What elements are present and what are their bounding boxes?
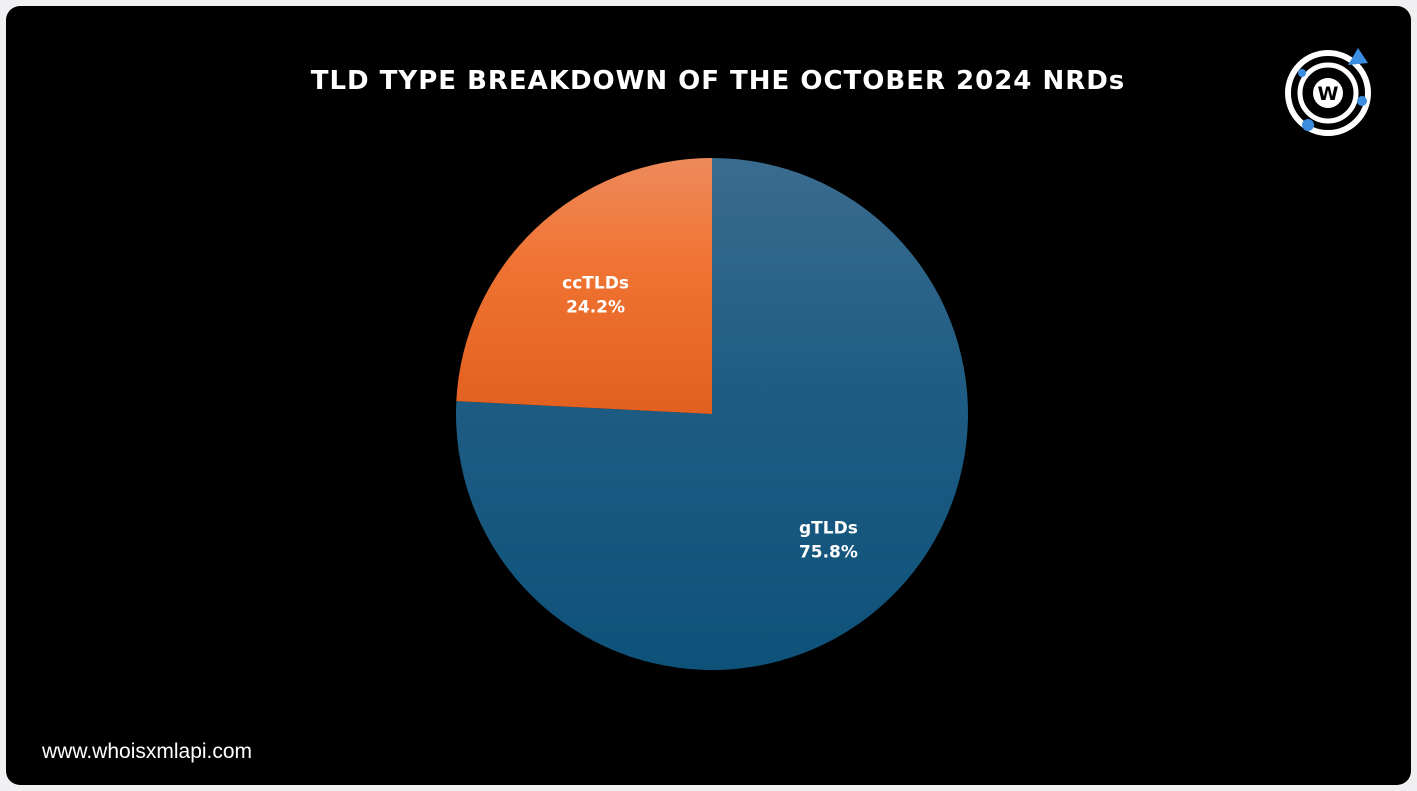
website-url: www.whoisxmlapi.com: [42, 740, 253, 763]
logo-dot-bottom: [1302, 119, 1314, 131]
pie-chart: gTLDs 75.8% ccTLDs 24.2%: [456, 158, 968, 670]
slice-label-gtlds: gTLDs: [799, 518, 858, 538]
slice-value-gtlds: 75.8%: [799, 542, 858, 562]
logo-outer-ring: [1285, 50, 1371, 136]
logo-inner-ring: [1297, 62, 1359, 124]
slice-label-cctlds: ccTLDs: [562, 274, 629, 294]
slice-value-cctlds: 24.2%: [566, 298, 625, 318]
logo-center: [1313, 78, 1343, 108]
logo-dot-left: [1298, 69, 1306, 77]
whoisxmlapi-logo-icon: W: [1285, 48, 1371, 136]
pie-slice-cctlds: [456, 158, 712, 414]
logo-arrow: [1348, 48, 1368, 65]
logo-letter: W: [1318, 83, 1339, 105]
chart-title: TLD TYPE BREAKDOWN OF THE OCTOBER 2024 N…: [310, 66, 1126, 96]
chart-card: TLD TYPE BREAKDOWN OF THE OCTOBER 2024 N…: [6, 6, 1411, 785]
logo-dot-right: [1357, 96, 1367, 106]
